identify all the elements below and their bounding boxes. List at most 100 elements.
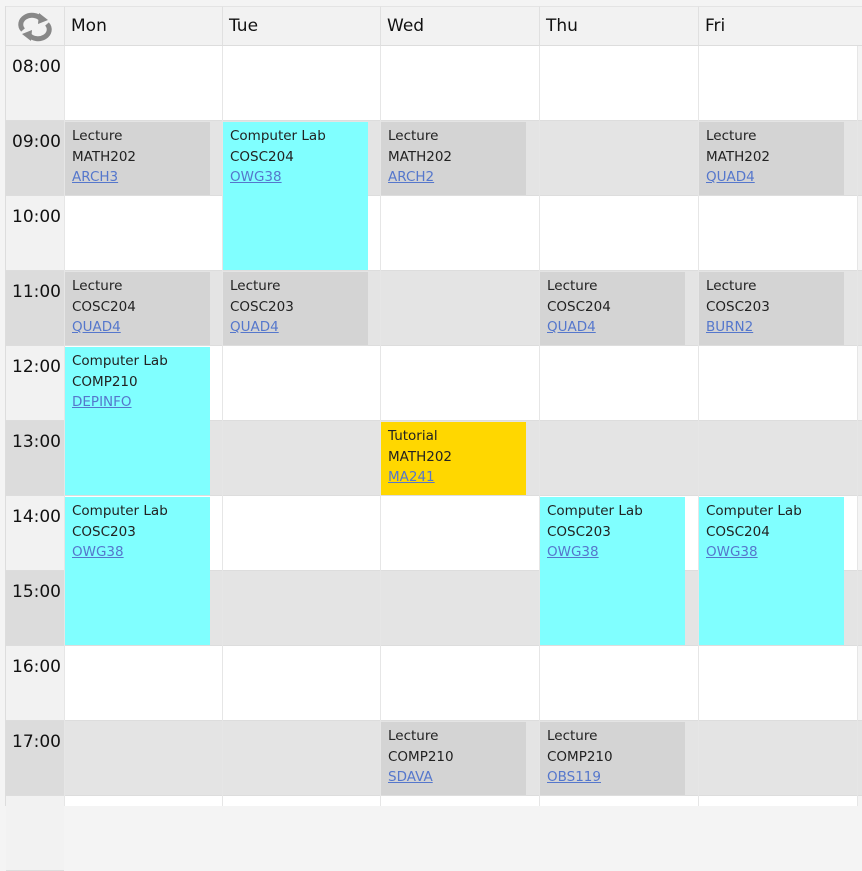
event-room-link[interactable]: ARCH2 [388,169,435,185]
event-lecture[interactable]: Lecture COSC203 QUAD4 [223,272,368,345]
event-course: MATH202 [388,148,452,165]
day-label: Thu [546,16,578,36]
event-type: Lecture [388,728,439,744]
event-room-link[interactable]: OWG38 [547,544,599,560]
event-lecture[interactable]: Lecture COSC204 QUAD4 [540,272,685,345]
time-label: 16:00 [12,657,61,677]
event-course: COSC203 [547,523,611,540]
time-row [6,496,862,571]
time-label-cell [6,796,64,871]
time-label-cell: 11:00 [6,271,64,346]
event-course: COMP210 [547,748,613,765]
time-label-cell: 09:00 [6,121,64,196]
event-lab[interactable]: Computer Lab COSC203 OWG38 [65,497,210,645]
time-label: 17:00 [12,732,61,752]
time-label: 13:00 [12,432,61,452]
event-lab[interactable]: Computer Lab COSC204 OWG38 [223,122,368,270]
event-type: Lecture [706,128,757,144]
event-room-link[interactable]: DEPINFO [72,394,132,410]
day-header-wed: Wed [380,6,539,46]
event-course: COSC204 [547,298,611,315]
event-course: COMP210 [72,373,138,390]
event-lab[interactable]: Computer Lab COSC204 OWG38 [699,497,844,645]
event-course: MATH202 [72,148,136,165]
event-type: Computer Lab [706,503,802,519]
refresh-button[interactable] [6,6,64,46]
event-lab[interactable]: Computer Lab COSC203 OWG38 [540,497,685,645]
time-label-cell: 10:00 [6,196,64,271]
timetable: 08:00 09:00 10:00 11:00 12:00 13:00 14:00 15:00… [5,6,862,871]
day-header-thu: Thu [539,6,698,46]
day-label: Wed [387,16,425,36]
event-course: MATH202 [388,448,452,465]
time-label-cell: 16:00 [6,646,64,721]
time-label: 15:00 [12,582,61,602]
event-type: Tutorial [388,428,438,444]
refresh-icon[interactable] [15,12,55,42]
event-type: Lecture [388,128,439,144]
time-label-cell: 17:00 [6,721,64,796]
column-divider [380,6,381,806]
event-room-link[interactable]: SDAVA [388,769,433,785]
event-room-link[interactable]: QUAD4 [706,169,755,185]
column-divider [698,6,699,806]
time-row [6,346,862,421]
event-tutorial[interactable]: Tutorial MATH202 MA241 [381,422,526,495]
time-label: 14:00 [12,507,61,527]
time-row [6,196,862,271]
event-room-link[interactable]: BURN2 [706,319,754,335]
time-label-cell: 12:00 [6,346,64,421]
event-course: COSC204 [706,523,770,540]
event-lecture[interactable]: Lecture COSC204 QUAD4 [65,272,210,345]
event-room-link[interactable]: OBS119 [547,769,601,785]
event-type: Lecture [72,128,123,144]
event-room-link[interactable]: MA241 [388,469,435,485]
event-course: COSC204 [230,148,294,165]
event-type: Computer Lab [72,503,168,519]
event-room-link[interactable]: ARCH3 [72,169,119,185]
time-row [6,46,862,121]
column-divider [539,6,540,806]
event-room-link[interactable]: OWG38 [72,544,124,560]
event-room-link[interactable]: QUAD4 [547,319,596,335]
event-type: Computer Lab [72,353,168,369]
time-label: 11:00 [12,282,61,302]
event-lecture[interactable]: Lecture MATH202 ARCH2 [381,122,526,195]
time-label: 08:00 [12,57,61,77]
day-label: Mon [71,16,107,36]
day-label: Tue [229,16,259,36]
event-room-link[interactable]: QUAD4 [230,319,279,335]
event-course: COSC203 [72,523,136,540]
day-label: Fri [705,16,726,36]
event-room-link[interactable]: QUAD4 [72,319,121,335]
event-type: Lecture [547,728,598,744]
event-type: Lecture [547,278,598,294]
event-lecture[interactable]: Lecture MATH202 ARCH3 [65,122,210,195]
event-type: Lecture [72,278,123,294]
event-course: COSC203 [230,298,294,315]
time-label-cell: 15:00 [6,571,64,646]
day-header-fri: Fri [698,6,862,46]
event-lab[interactable]: Computer Lab COMP210 DEPINFO [65,347,210,495]
event-room-link[interactable]: OWG38 [706,544,758,560]
time-label-cell: 14:00 [6,496,64,571]
event-course: COSC204 [72,298,136,315]
time-label: 10:00 [12,207,61,227]
event-room-link[interactable]: OWG38 [230,169,282,185]
event-lecture[interactable]: Lecture COMP210 SDAVA [381,722,526,795]
time-row [6,646,862,721]
time-label-cell: 08:00 [6,46,64,121]
column-divider [857,6,858,806]
event-lecture[interactable]: Lecture COSC203 BURN2 [699,272,844,345]
day-header-mon: Mon [64,6,222,46]
time-label: 09:00 [12,132,61,152]
day-header-tue: Tue [222,6,380,46]
event-type: Lecture [706,278,757,294]
column-divider [64,6,65,806]
event-type: Lecture [230,278,281,294]
event-course: COSC203 [706,298,770,315]
event-type: Computer Lab [230,128,326,144]
event-lecture[interactable]: Lecture COMP210 OBS119 [540,722,685,795]
event-lecture[interactable]: Lecture MATH202 QUAD4 [699,122,844,195]
event-course: COMP210 [388,748,454,765]
